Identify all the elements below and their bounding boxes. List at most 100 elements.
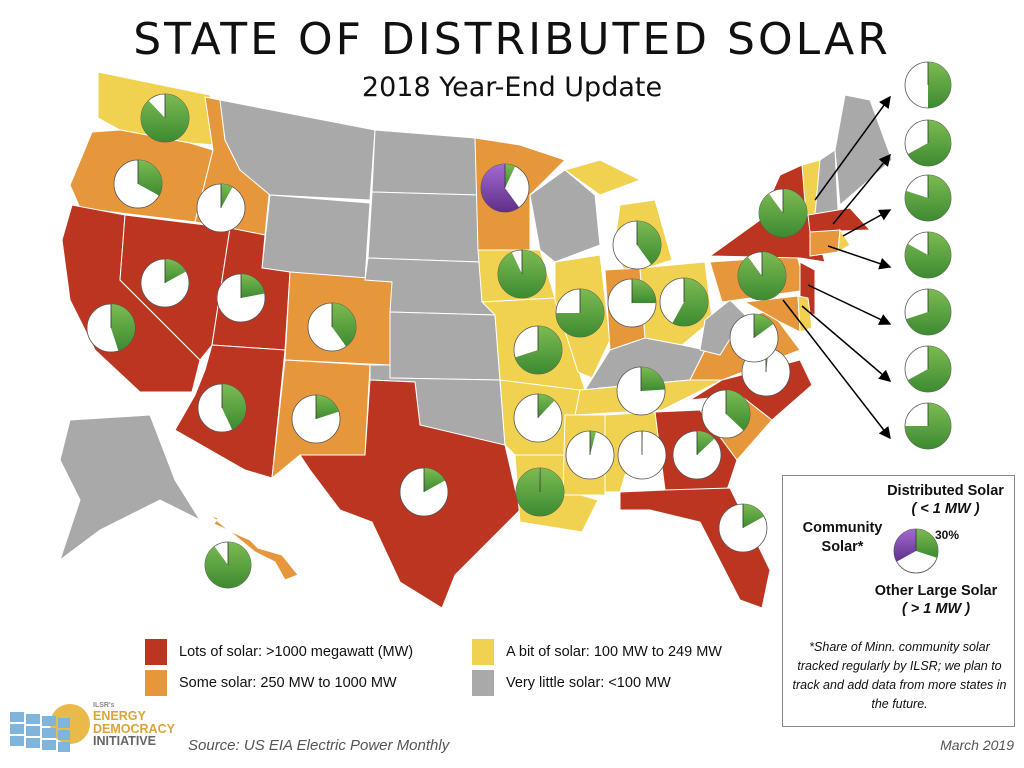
key-distributed-label: Distributed Solar ( < 1 MW ) [878, 482, 1013, 518]
pie-distributed-slice [165, 259, 187, 283]
pie-il [555, 288, 605, 338]
ilsr-logo: ILSR's ENERGY DEMOCRACY INITIATIVE [8, 700, 178, 758]
state-nd [371, 129, 479, 196]
pie-co [307, 302, 357, 352]
pie-key-box: Distributed Solar ( < 1 MW ) Community S… [782, 475, 1015, 727]
state-mi [563, 159, 642, 196]
pie-distributed-slice [538, 394, 555, 418]
pie-oh [659, 277, 709, 327]
key-distributed-sub: ( < 1 MW ) [911, 501, 980, 517]
pie-distributed-slice [590, 431, 596, 455]
key-distributed-text: Distributed Solar [887, 483, 1004, 499]
pie-distributed-slice [332, 303, 356, 347]
page-subtitle: 2018 Year-End Update [361, 72, 663, 103]
key-other-label: Other Large Solar ( > 1 MW ) [861, 582, 1011, 618]
pie-distributed-slice [632, 279, 656, 303]
pie-de [904, 345, 952, 393]
pie-distributed-slice [743, 504, 765, 528]
arrow-ct [827, 245, 892, 270]
state-ks [389, 311, 501, 381]
pie-distributed-slice [906, 289, 951, 336]
pie-mi [612, 220, 662, 270]
legend-swatch-little [472, 670, 494, 696]
logo-line3: INITIATIVE [93, 734, 156, 748]
logo-line2: DEMOCRACY [93, 721, 175, 736]
pie-nj [904, 288, 952, 336]
state-wy [261, 194, 371, 281]
pie-ny [758, 188, 808, 238]
arrow-ri [842, 209, 892, 237]
pie-id [196, 183, 246, 233]
legend-label: Very little solar: <100 MW [506, 675, 671, 691]
source-note: Source: US EIA Electric Power Monthly [188, 737, 450, 754]
pie-tx [399, 467, 449, 517]
pie-or [113, 159, 163, 209]
pie-distributed-slice [111, 304, 135, 351]
pie-distributed-slice [241, 274, 265, 298]
pie-ga [672, 430, 722, 480]
pie-fl [718, 503, 768, 553]
pie-al [617, 430, 667, 480]
logo-line1: ENERGY [93, 709, 146, 723]
pie-sc [701, 389, 751, 439]
legend-little: Very little solar: <100 MW [472, 670, 671, 696]
key-footnote: *Share of Minn. community solar tracked … [792, 640, 1007, 711]
legend-bit: A bit of solar: 100 MW to 249 MW [472, 639, 722, 665]
pie-va [729, 313, 779, 363]
logo-small: ILSR's [93, 702, 115, 709]
legend-swatch-lots [145, 639, 167, 665]
pie-distributed-slice [316, 395, 339, 419]
arrow-de [801, 305, 892, 382]
arrow-nj [807, 284, 892, 325]
pie-md [904, 402, 952, 450]
pie-wa [140, 93, 190, 143]
state-sd [367, 191, 481, 263]
state-ct [809, 229, 841, 257]
key-pie [893, 528, 939, 574]
pie-community-slice [481, 164, 520, 213]
pie-distributed-slice [672, 278, 709, 327]
pie-distributed-slice [641, 367, 665, 391]
pie-distributed-slice [907, 120, 952, 166]
pie-distributed-slice [221, 184, 233, 208]
pie-distributed-slice [637, 221, 662, 265]
pie-nm [291, 394, 341, 444]
state-nh [814, 149, 839, 216]
pie-ct [904, 231, 952, 279]
state-ri [837, 228, 851, 253]
key-other-text: Other Large Solar [874, 583, 998, 599]
pie-distributed-slice [515, 326, 562, 375]
key-sample-pie [893, 528, 939, 574]
key-sample-pct: 30% [935, 528, 960, 542]
pie-distributed-slice [907, 346, 952, 392]
legend-label: Lots of solar: >1000 megawatt (MW) [179, 644, 414, 660]
pie-nv [140, 258, 190, 308]
pie-mn [480, 163, 530, 213]
pie-distributed-slice [424, 468, 446, 492]
legend-lots: Lots of solar: >1000 megawatt (MW) [145, 639, 413, 665]
state-me [834, 94, 893, 207]
arrow-vt [814, 95, 891, 201]
pie-distributed-slice [726, 389, 751, 431]
pie-ma [904, 119, 952, 167]
pie-ca [86, 303, 136, 353]
pie-in [607, 278, 657, 328]
pie-mo [513, 325, 563, 375]
key-community-label: Community Solar* [802, 520, 883, 555]
pie-distributed-slice [222, 384, 246, 430]
pie-community-slice [894, 529, 916, 562]
date-note: March 2019 [940, 737, 1014, 753]
legend-label: A bit of solar: 100 MW to 249 MW [506, 644, 722, 660]
state-hi [209, 514, 299, 581]
pie-distributed-slice [516, 468, 565, 517]
key-other-sub: ( > 1 MW ) [901, 601, 971, 617]
state-ak [59, 414, 202, 562]
page-title: STATE OF DISTRIBUTED SOLAR [133, 14, 891, 65]
pie-hi [204, 541, 252, 589]
pie-az [197, 383, 247, 433]
pie-la [515, 467, 565, 517]
pie-vt [904, 61, 952, 109]
legend-label: Some solar: 250 MW to 1000 MW [179, 675, 397, 691]
pie-distributed-slice [138, 160, 162, 196]
